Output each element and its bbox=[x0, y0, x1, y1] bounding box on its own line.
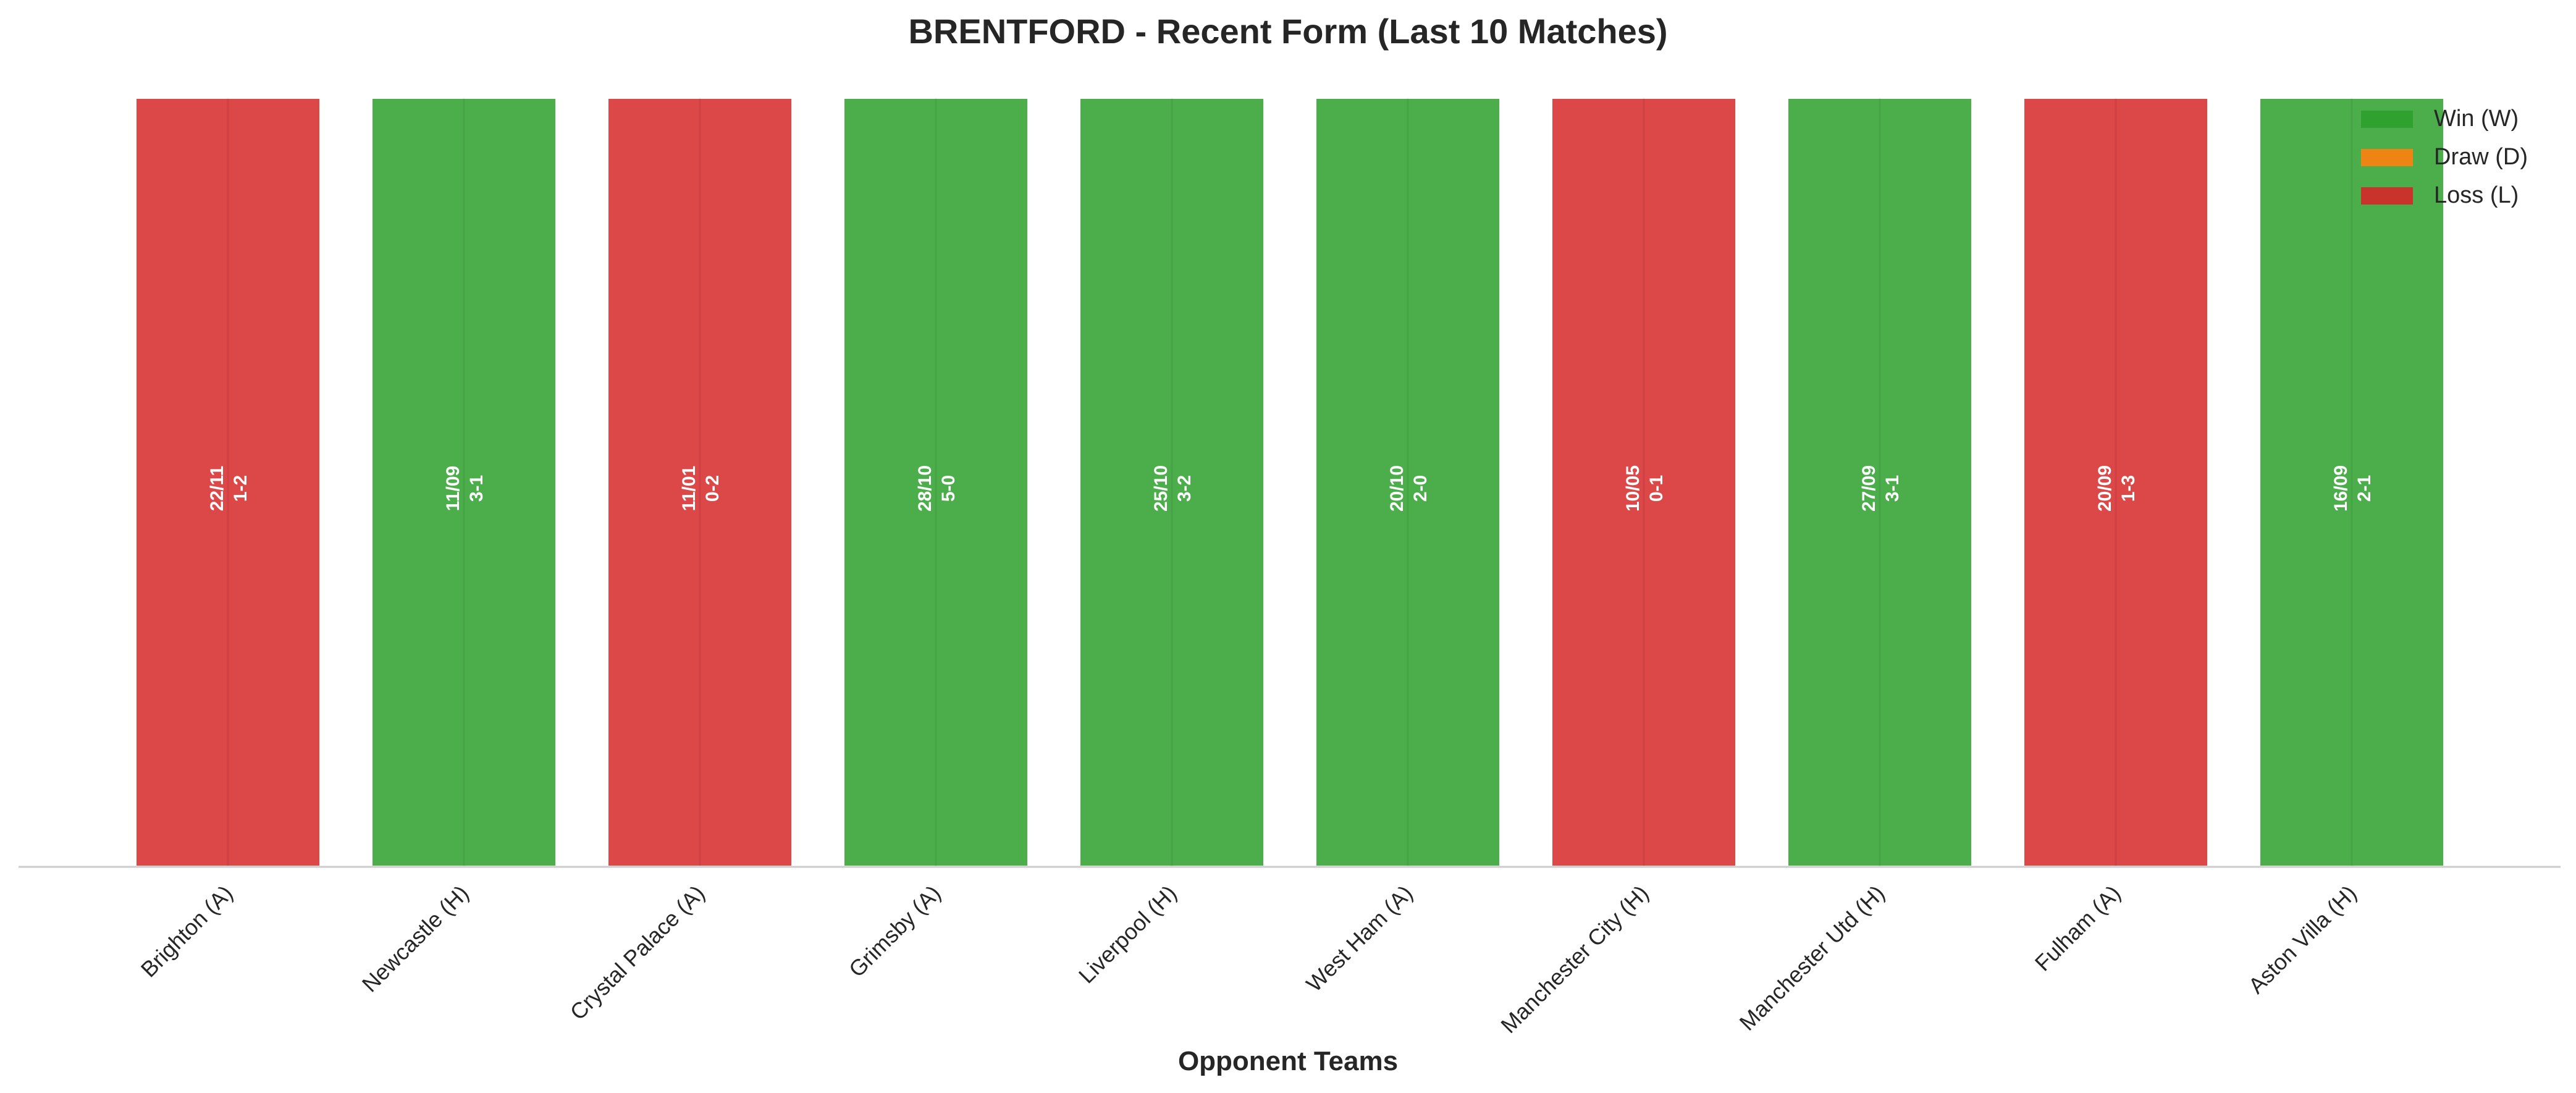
x-tick-label: Aston Villa (H) bbox=[2243, 880, 2361, 998]
bar bbox=[606, 96, 794, 868]
bar-date-label: 28/10 bbox=[915, 465, 935, 512]
bar-label: 22/11 1-2 bbox=[207, 466, 251, 511]
legend-label: Draw (D) bbox=[2434, 144, 2528, 170]
bar-date-label: 16/09 bbox=[2331, 465, 2351, 512]
bar bbox=[1550, 96, 1738, 868]
legend-label: Loss (L) bbox=[2434, 182, 2519, 208]
bar-score-label: 2-0 bbox=[1410, 475, 1431, 502]
bar-score-label: 3-1 bbox=[466, 475, 487, 502]
x-tick-labels: Brighton (A) Newcastle (H) Crystal Palace … bbox=[136, 880, 2362, 1038]
bar-score-label: 3-1 bbox=[1882, 475, 1903, 502]
bar-label: 16/09 2-1 bbox=[2331, 465, 2375, 512]
bar-score-label: 2-1 bbox=[2354, 475, 2375, 502]
bar bbox=[1078, 96, 1266, 868]
bar bbox=[1314, 96, 1502, 868]
x-tick-label: Crystal Palace (A) bbox=[565, 880, 710, 1025]
bar bbox=[842, 96, 1030, 868]
x-tick-label: West Ham (A) bbox=[1301, 880, 1417, 997]
bar-label: 28/10 5-0 bbox=[915, 465, 959, 512]
bar-date-label: 20/09 bbox=[2095, 465, 2115, 512]
bar-label: 27/09 3-1 bbox=[1859, 465, 1903, 512]
bar bbox=[370, 96, 558, 868]
bar-label: 11/01 0-2 bbox=[679, 466, 723, 511]
bar-label: 10/05 0-1 bbox=[1623, 465, 1667, 512]
bar bbox=[134, 96, 322, 868]
bar bbox=[2258, 96, 2446, 868]
x-axis-label: Opponent Teams bbox=[1178, 1046, 1398, 1076]
x-tick-label: Manchester Utd (H) bbox=[1735, 880, 1890, 1036]
legend-swatch bbox=[2361, 187, 2413, 205]
bar-score-label: 1-3 bbox=[2118, 475, 2139, 502]
bar-date-label: 10/05 bbox=[1623, 465, 1643, 512]
x-tick-label: Newcastle (H) bbox=[357, 880, 474, 997]
chart-title: BRENTFORD - Recent Form (Last 10 Matches… bbox=[908, 12, 1667, 51]
bar-score-label: 1-2 bbox=[230, 475, 251, 502]
bar-label: 11/09 3-1 bbox=[443, 466, 487, 511]
bar-score-label: 0-1 bbox=[1646, 475, 1667, 502]
bar-label: 20/10 2-0 bbox=[1387, 465, 1431, 512]
bar-date-label: 27/09 bbox=[1859, 465, 1879, 512]
x-tick-label: Brighton (A) bbox=[136, 880, 238, 982]
bar-date-label: 11/01 bbox=[679, 466, 699, 511]
bar-date-label: 11/09 bbox=[443, 466, 463, 511]
legend-swatch bbox=[2361, 111, 2413, 128]
bar-label: 20/09 1-3 bbox=[2095, 465, 2139, 512]
legend: Win (W) Draw (D) Loss (L) bbox=[2361, 106, 2528, 208]
bar-score-label: 3-2 bbox=[1174, 475, 1195, 502]
bar-date-label: 20/10 bbox=[1387, 465, 1407, 512]
x-tick-label: Grimsby (A) bbox=[844, 880, 946, 982]
x-tick-label: Manchester City (H) bbox=[1496, 880, 1653, 1038]
x-tick-label: Fulham (A) bbox=[2030, 880, 2126, 976]
bar-label: 25/10 3-2 bbox=[1151, 465, 1195, 512]
bar-score-label: 5-0 bbox=[938, 475, 959, 502]
legend-label: Win (W) bbox=[2434, 106, 2519, 132]
bar-date-label: 22/11 bbox=[207, 466, 227, 511]
x-tick-label: Liverpool (H) bbox=[1074, 880, 1182, 989]
legend-swatch bbox=[2361, 149, 2413, 166]
bars-group: 22/11 1-2 11/09 3-1 11/01 0-2 28/10 5-0 25/10 3-2… bbox=[134, 96, 2446, 868]
bar-score-label: 0-2 bbox=[702, 475, 723, 502]
bar-date-label: 25/10 bbox=[1151, 465, 1171, 512]
